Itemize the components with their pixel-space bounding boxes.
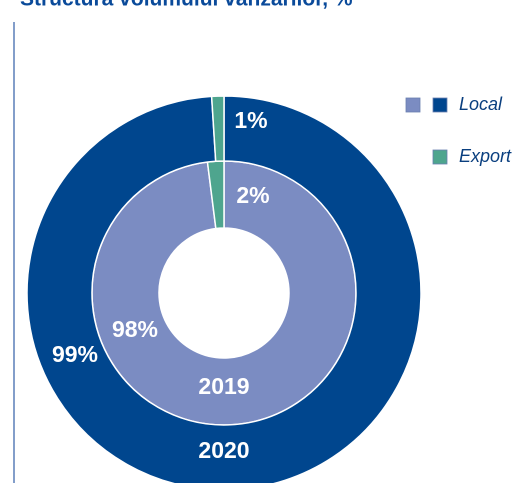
chart-title: Structura volumului vânzărilor, % (20, 0, 353, 11)
ring-label: 2020 (198, 437, 249, 463)
donut-slice (26, 95, 422, 483)
ring-label: 2019 (198, 373, 249, 399)
legend-swatch (405, 97, 421, 113)
legend-label: Export (459, 146, 512, 166)
donut-slice (210, 95, 225, 163)
legend-swatch (432, 97, 448, 113)
data-label: 1% (234, 107, 267, 133)
data-label: 99% (52, 341, 98, 367)
data-label: 98% (112, 316, 158, 342)
legend-label: Local (459, 94, 503, 114)
legend-swatch (432, 149, 448, 165)
data-label: 2% (236, 182, 269, 208)
